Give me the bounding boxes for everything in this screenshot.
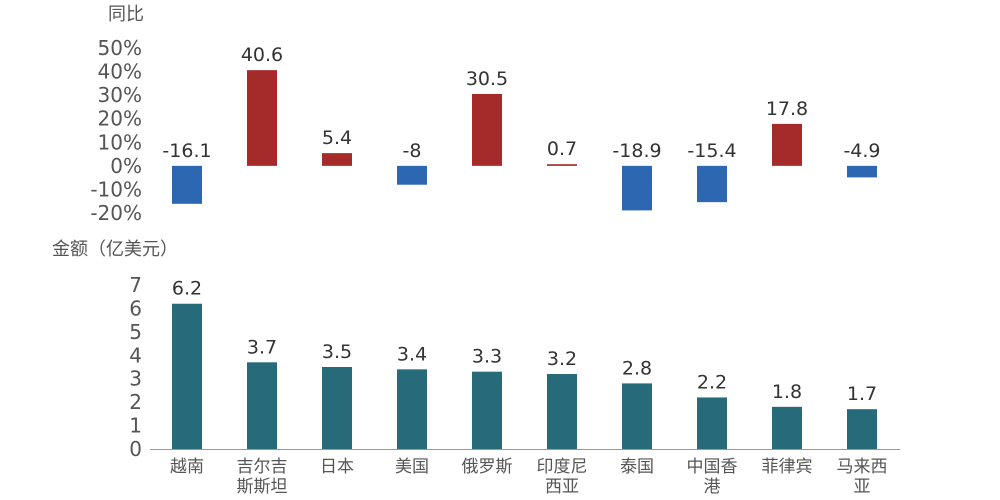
bottom-data-label: 3.4 <box>397 343 427 365</box>
category-label: 美国 <box>395 457 429 477</box>
bottom-bar <box>247 362 277 449</box>
top-bar <box>247 70 277 166</box>
top-chart-y-ticks: 50%40%30%20%10%0%-10%-20% <box>90 36 142 225</box>
top-y-tick-label: 0% <box>110 154 142 178</box>
top-y-tick-label: 10% <box>98 130 142 154</box>
bottom-data-label: 3.5 <box>322 341 352 363</box>
bottom-data-label: 1.7 <box>847 383 877 405</box>
bottom-data-label: 1.8 <box>772 381 802 403</box>
category-label: 中国香 <box>687 457 738 477</box>
bottom-y-tick-label: 4 <box>129 343 142 367</box>
bottom-y-tick-label: 5 <box>129 320 142 344</box>
bottom-chart-bars <box>172 303 877 449</box>
top-y-tick-label: -10% <box>90 177 142 201</box>
top-data-label: -16.1 <box>162 140 211 162</box>
category-label: 西亚 <box>545 477 579 497</box>
bottom-bar <box>697 397 727 449</box>
top-data-label: -8 <box>403 140 422 162</box>
bottom-data-label: 2.2 <box>697 371 727 393</box>
bottom-y-tick-label: 1 <box>129 414 142 438</box>
bottom-y-tick-label: 0 <box>129 437 142 461</box>
top-data-label: 30.5 <box>466 68 508 90</box>
category-label: 亚 <box>854 477 871 497</box>
top-bar <box>772 123 802 166</box>
top-bar <box>697 165 727 203</box>
bottom-y-tick-label: 2 <box>129 390 142 414</box>
top-chart-data-labels: -16.1 40.6 5.4 -8 30.5 0.7 -18.9 -15.4 17.8 -4.9 <box>162 44 880 162</box>
bottom-y-tick-label: 3 <box>129 367 142 391</box>
top-data-label: -18.9 <box>612 140 661 162</box>
bottom-bar <box>547 374 577 449</box>
top-bar <box>397 165 427 185</box>
category-label: 俄罗斯 <box>462 457 513 477</box>
top-data-label: 5.4 <box>322 127 352 149</box>
top-chart-bars <box>172 70 877 211</box>
top-data-label: 17.8 <box>766 98 808 120</box>
category-label: 马来西 <box>837 457 888 477</box>
top-y-tick-label: 30% <box>98 83 142 107</box>
category-label: 印度尼 <box>537 457 588 477</box>
bottom-data-label: 3.7 <box>247 336 277 358</box>
bottom-bar <box>772 406 802 449</box>
bottom-bar <box>322 367 352 449</box>
category-label: 菲律宾 <box>762 457 813 477</box>
top-y-tick-label: -20% <box>90 201 142 225</box>
category-label: 泰国 <box>620 457 654 477</box>
bottom-bar <box>172 303 202 449</box>
category-label: 港 <box>704 477 721 497</box>
bottom-data-label: 2.8 <box>622 357 652 379</box>
bottom-y-tick-label: 7 <box>129 273 142 297</box>
top-bar <box>172 165 202 204</box>
bottom-bar <box>397 369 427 449</box>
bottom-bar <box>622 383 652 449</box>
bottom-data-label: 3.3 <box>472 346 502 368</box>
top-bar <box>472 93 502 166</box>
top-bar <box>322 153 352 166</box>
top-data-label: -15.4 <box>687 140 736 162</box>
bottom-bar <box>472 371 502 449</box>
bottom-y-tick-label: 6 <box>129 296 142 320</box>
bottom-data-label: 3.2 <box>547 348 577 370</box>
top-y-tick-label: 50% <box>98 36 142 60</box>
category-label: 日本 <box>320 457 354 477</box>
bottom-bar <box>847 409 877 449</box>
top-data-label: 0.7 <box>547 138 577 160</box>
bottom-data-label: 6.2 <box>172 278 202 300</box>
top-data-label: -4.9 <box>843 140 880 162</box>
category-label: 斯斯坦 <box>237 477 288 497</box>
top-bar <box>622 165 652 211</box>
top-y-tick-label: 20% <box>98 107 142 131</box>
category-label: 吉尔吉 <box>237 457 288 477</box>
bottom-chart-ylabel: 金额（亿美元） <box>52 239 178 260</box>
top-chart-ylabel: 同比 <box>108 4 144 25</box>
category-label: 越南 <box>170 457 204 477</box>
top-data-label: 40.6 <box>241 44 283 66</box>
top-bar <box>847 165 877 178</box>
bottom-chart-data-labels: 6.2 3.7 3.5 3.4 3.3 3.2 2.8 2.2 1.8 1.7 <box>172 278 877 405</box>
top-bar <box>547 164 577 166</box>
top-y-tick-label: 40% <box>98 60 142 84</box>
